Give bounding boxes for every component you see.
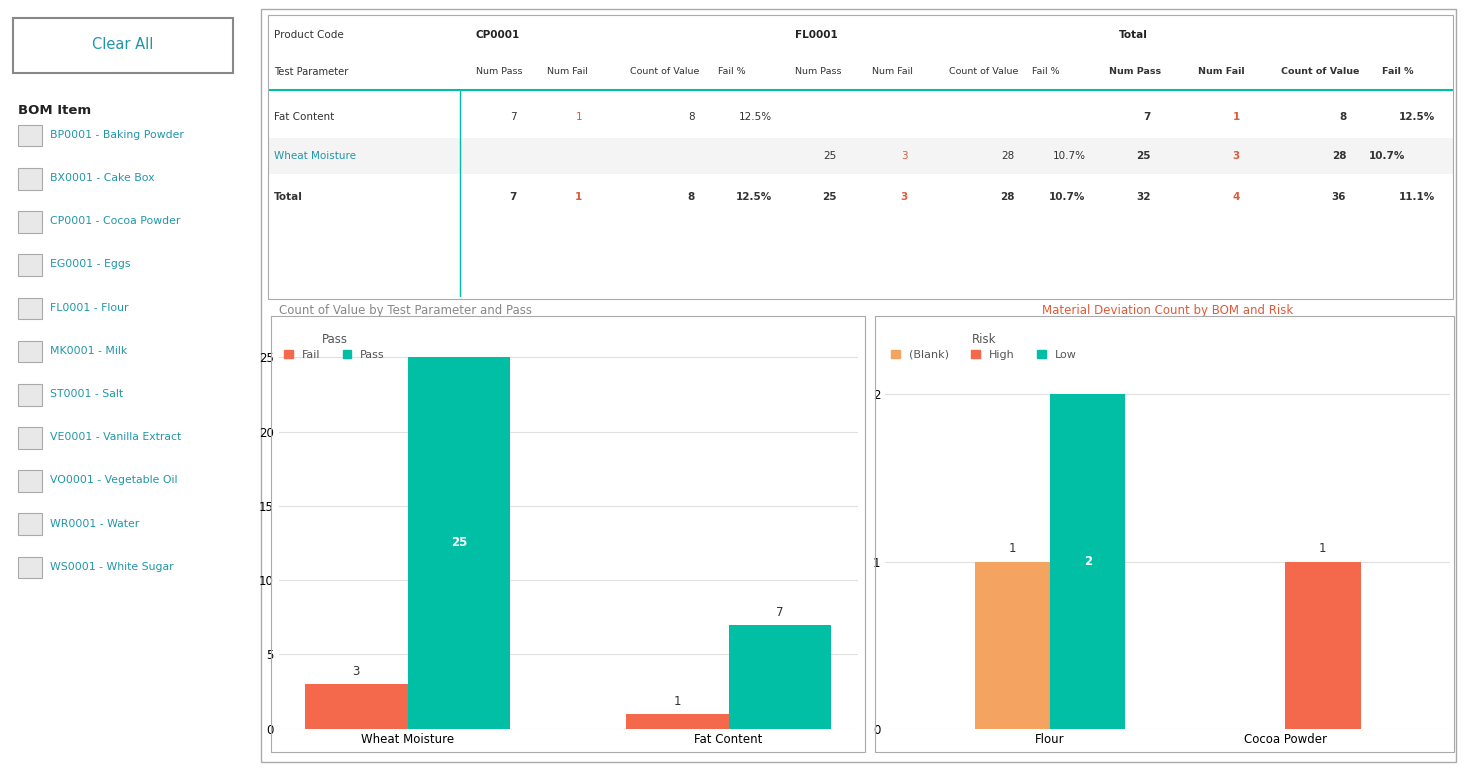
Text: Num Pass: Num Pass [796, 67, 841, 76]
Text: ST0001 - Salt: ST0001 - Salt [50, 389, 123, 399]
FancyBboxPatch shape [18, 298, 43, 319]
FancyBboxPatch shape [18, 513, 43, 535]
Text: VO0001 - Vegetable Oil: VO0001 - Vegetable Oil [50, 476, 177, 485]
Text: 36: 36 [1331, 192, 1346, 202]
Text: BX0001 - Cake Box: BX0001 - Cake Box [50, 173, 154, 183]
FancyBboxPatch shape [18, 427, 43, 449]
Text: Fail %: Fail % [1032, 67, 1060, 76]
Text: 3: 3 [900, 192, 907, 202]
Legend: (Blank), High, Low: (Blank), High, Low [891, 333, 1076, 360]
Text: Fail %: Fail % [718, 67, 746, 76]
Text: MK0001 - Milk: MK0001 - Milk [50, 346, 128, 355]
Text: Num Pass: Num Pass [475, 67, 522, 76]
Text: 10.7%: 10.7% [1369, 151, 1406, 161]
Text: Total: Total [274, 192, 303, 202]
Text: CP0001 - Cocoa Powder: CP0001 - Cocoa Powder [50, 217, 180, 226]
Text: FL0001 - Flour: FL0001 - Flour [50, 303, 129, 312]
Legend: Fail, Pass: Fail, Pass [284, 333, 386, 360]
Text: 10.7%: 10.7% [1053, 151, 1086, 161]
Text: 3: 3 [902, 151, 907, 161]
Text: Num Pass: Num Pass [1110, 67, 1161, 76]
Text: 25: 25 [450, 537, 468, 550]
Text: 12.5%: 12.5% [739, 112, 771, 122]
Text: 4: 4 [1233, 192, 1240, 202]
Text: 8: 8 [688, 192, 695, 202]
Bar [1286, 561, 1360, 729]
Text: Test Parameter: Test Parameter [274, 67, 349, 76]
FancyBboxPatch shape [18, 168, 43, 190]
Text: Fat Content: Fat Content [274, 112, 334, 122]
Text: WS0001 - White Sugar: WS0001 - White Sugar [50, 562, 173, 571]
Bar [1050, 395, 1126, 729]
FancyBboxPatch shape [18, 557, 43, 578]
Text: 11.1%: 11.1% [1399, 192, 1435, 202]
Bar [975, 561, 1050, 729]
FancyBboxPatch shape [268, 138, 1453, 174]
FancyBboxPatch shape [13, 18, 233, 73]
Text: Fail %: Fail % [1382, 67, 1413, 76]
Bar [408, 358, 510, 729]
Text: CP0001: CP0001 [475, 30, 520, 40]
Text: Count of Value by Test Parameter and Pass: Count of Value by Test Parameter and Pas… [279, 304, 532, 317]
Text: 8: 8 [1338, 112, 1346, 122]
FancyBboxPatch shape [18, 211, 43, 233]
Title: Material Deviation Count by BOM and Risk: Material Deviation Count by BOM and Risk [1042, 304, 1293, 317]
Text: EG0001 - Eggs: EG0001 - Eggs [50, 260, 130, 269]
Text: Num Fail: Num Fail [872, 67, 913, 76]
Text: 3: 3 [352, 665, 361, 678]
FancyBboxPatch shape [18, 384, 43, 406]
Text: WR0001 - Water: WR0001 - Water [50, 519, 139, 528]
FancyBboxPatch shape [18, 470, 43, 492]
Text: Wheat Moisture: Wheat Moisture [274, 151, 356, 161]
FancyBboxPatch shape [18, 125, 43, 146]
Text: 28: 28 [1000, 192, 1014, 202]
Text: 10.7%: 10.7% [1050, 192, 1086, 202]
Text: VE0001 - Vanilla Extract: VE0001 - Vanilla Extract [50, 433, 182, 442]
Text: 8: 8 [688, 112, 695, 122]
Text: 3: 3 [1233, 151, 1240, 161]
Text: 1: 1 [1009, 542, 1016, 555]
Bar [729, 625, 831, 729]
Bar [626, 714, 729, 729]
Text: 25: 25 [822, 192, 837, 202]
Text: BP0001 - Baking Powder: BP0001 - Baking Powder [50, 130, 183, 140]
Text: 1: 1 [575, 192, 582, 202]
Text: Num Fail: Num Fail [1198, 67, 1245, 76]
Text: 25: 25 [1136, 151, 1151, 161]
Text: Product Code: Product Code [274, 30, 345, 40]
Text: 7: 7 [510, 112, 517, 122]
Text: 28: 28 [1331, 151, 1346, 161]
Text: Count of Value: Count of Value [629, 67, 699, 76]
Text: 12.5%: 12.5% [1399, 112, 1435, 122]
Text: BOM Item: BOM Item [18, 104, 91, 117]
Text: 1: 1 [673, 695, 682, 708]
Text: 32: 32 [1136, 192, 1151, 202]
Text: 28: 28 [1001, 151, 1014, 161]
Text: 7: 7 [510, 192, 517, 202]
Text: 2: 2 [1083, 555, 1092, 568]
Text: Num Fail: Num Fail [547, 67, 588, 76]
Text: 1: 1 [1319, 542, 1327, 555]
FancyBboxPatch shape [18, 254, 43, 276]
FancyBboxPatch shape [18, 341, 43, 362]
Text: Count of Value: Count of Value [950, 67, 1019, 76]
Text: 25: 25 [824, 151, 837, 161]
Text: 7: 7 [1143, 112, 1151, 122]
Text: Total: Total [1119, 30, 1148, 40]
Text: Count of Value: Count of Value [1281, 67, 1359, 76]
Text: 1: 1 [1233, 112, 1240, 122]
Text: 12.5%: 12.5% [736, 192, 771, 202]
Bar [305, 684, 408, 729]
Text: 7: 7 [776, 606, 784, 618]
Text: Clear All: Clear All [92, 37, 154, 52]
Text: FL0001: FL0001 [796, 30, 839, 40]
Text: 1: 1 [576, 112, 582, 122]
